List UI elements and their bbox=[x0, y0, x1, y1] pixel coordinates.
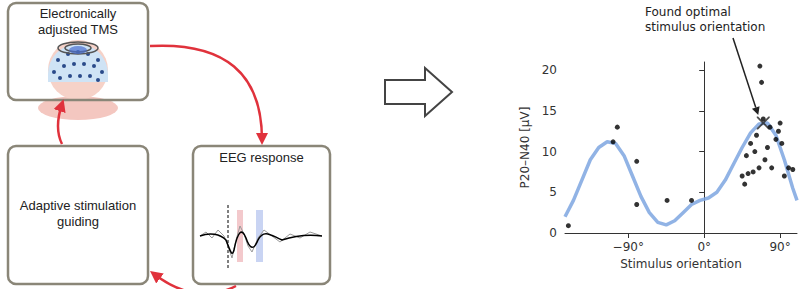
svg-text:15: 15 bbox=[542, 104, 557, 118]
svg-text:stimulus orientation: stimulus orientation bbox=[645, 20, 765, 34]
svg-text:5: 5 bbox=[549, 185, 557, 199]
svg-text:Found optimal: Found optimal bbox=[645, 5, 735, 19]
svg-text:0°: 0° bbox=[697, 240, 711, 254]
html-text:Adaptive stimulation guiding: Adaptive stimulation guiding bbox=[19, 198, 137, 229]
svg-text:0: 0 bbox=[549, 226, 557, 240]
html-text:EEG response: EEG response bbox=[219, 150, 304, 165]
svg-text:Stimulus orientation: Stimulus orientation bbox=[620, 257, 742, 271]
svg-text:90°: 90° bbox=[769, 240, 790, 254]
svg-text:20: 20 bbox=[542, 63, 557, 77]
svg-text:−90°: −90° bbox=[613, 240, 644, 254]
svg-text:P20–N40 [µV]: P20–N40 [µV] bbox=[518, 107, 532, 189]
svg-text:10: 10 bbox=[542, 145, 557, 159]
html-text:Electronically adjusted TMS: Electronically adjusted TMS bbox=[38, 6, 118, 37]
